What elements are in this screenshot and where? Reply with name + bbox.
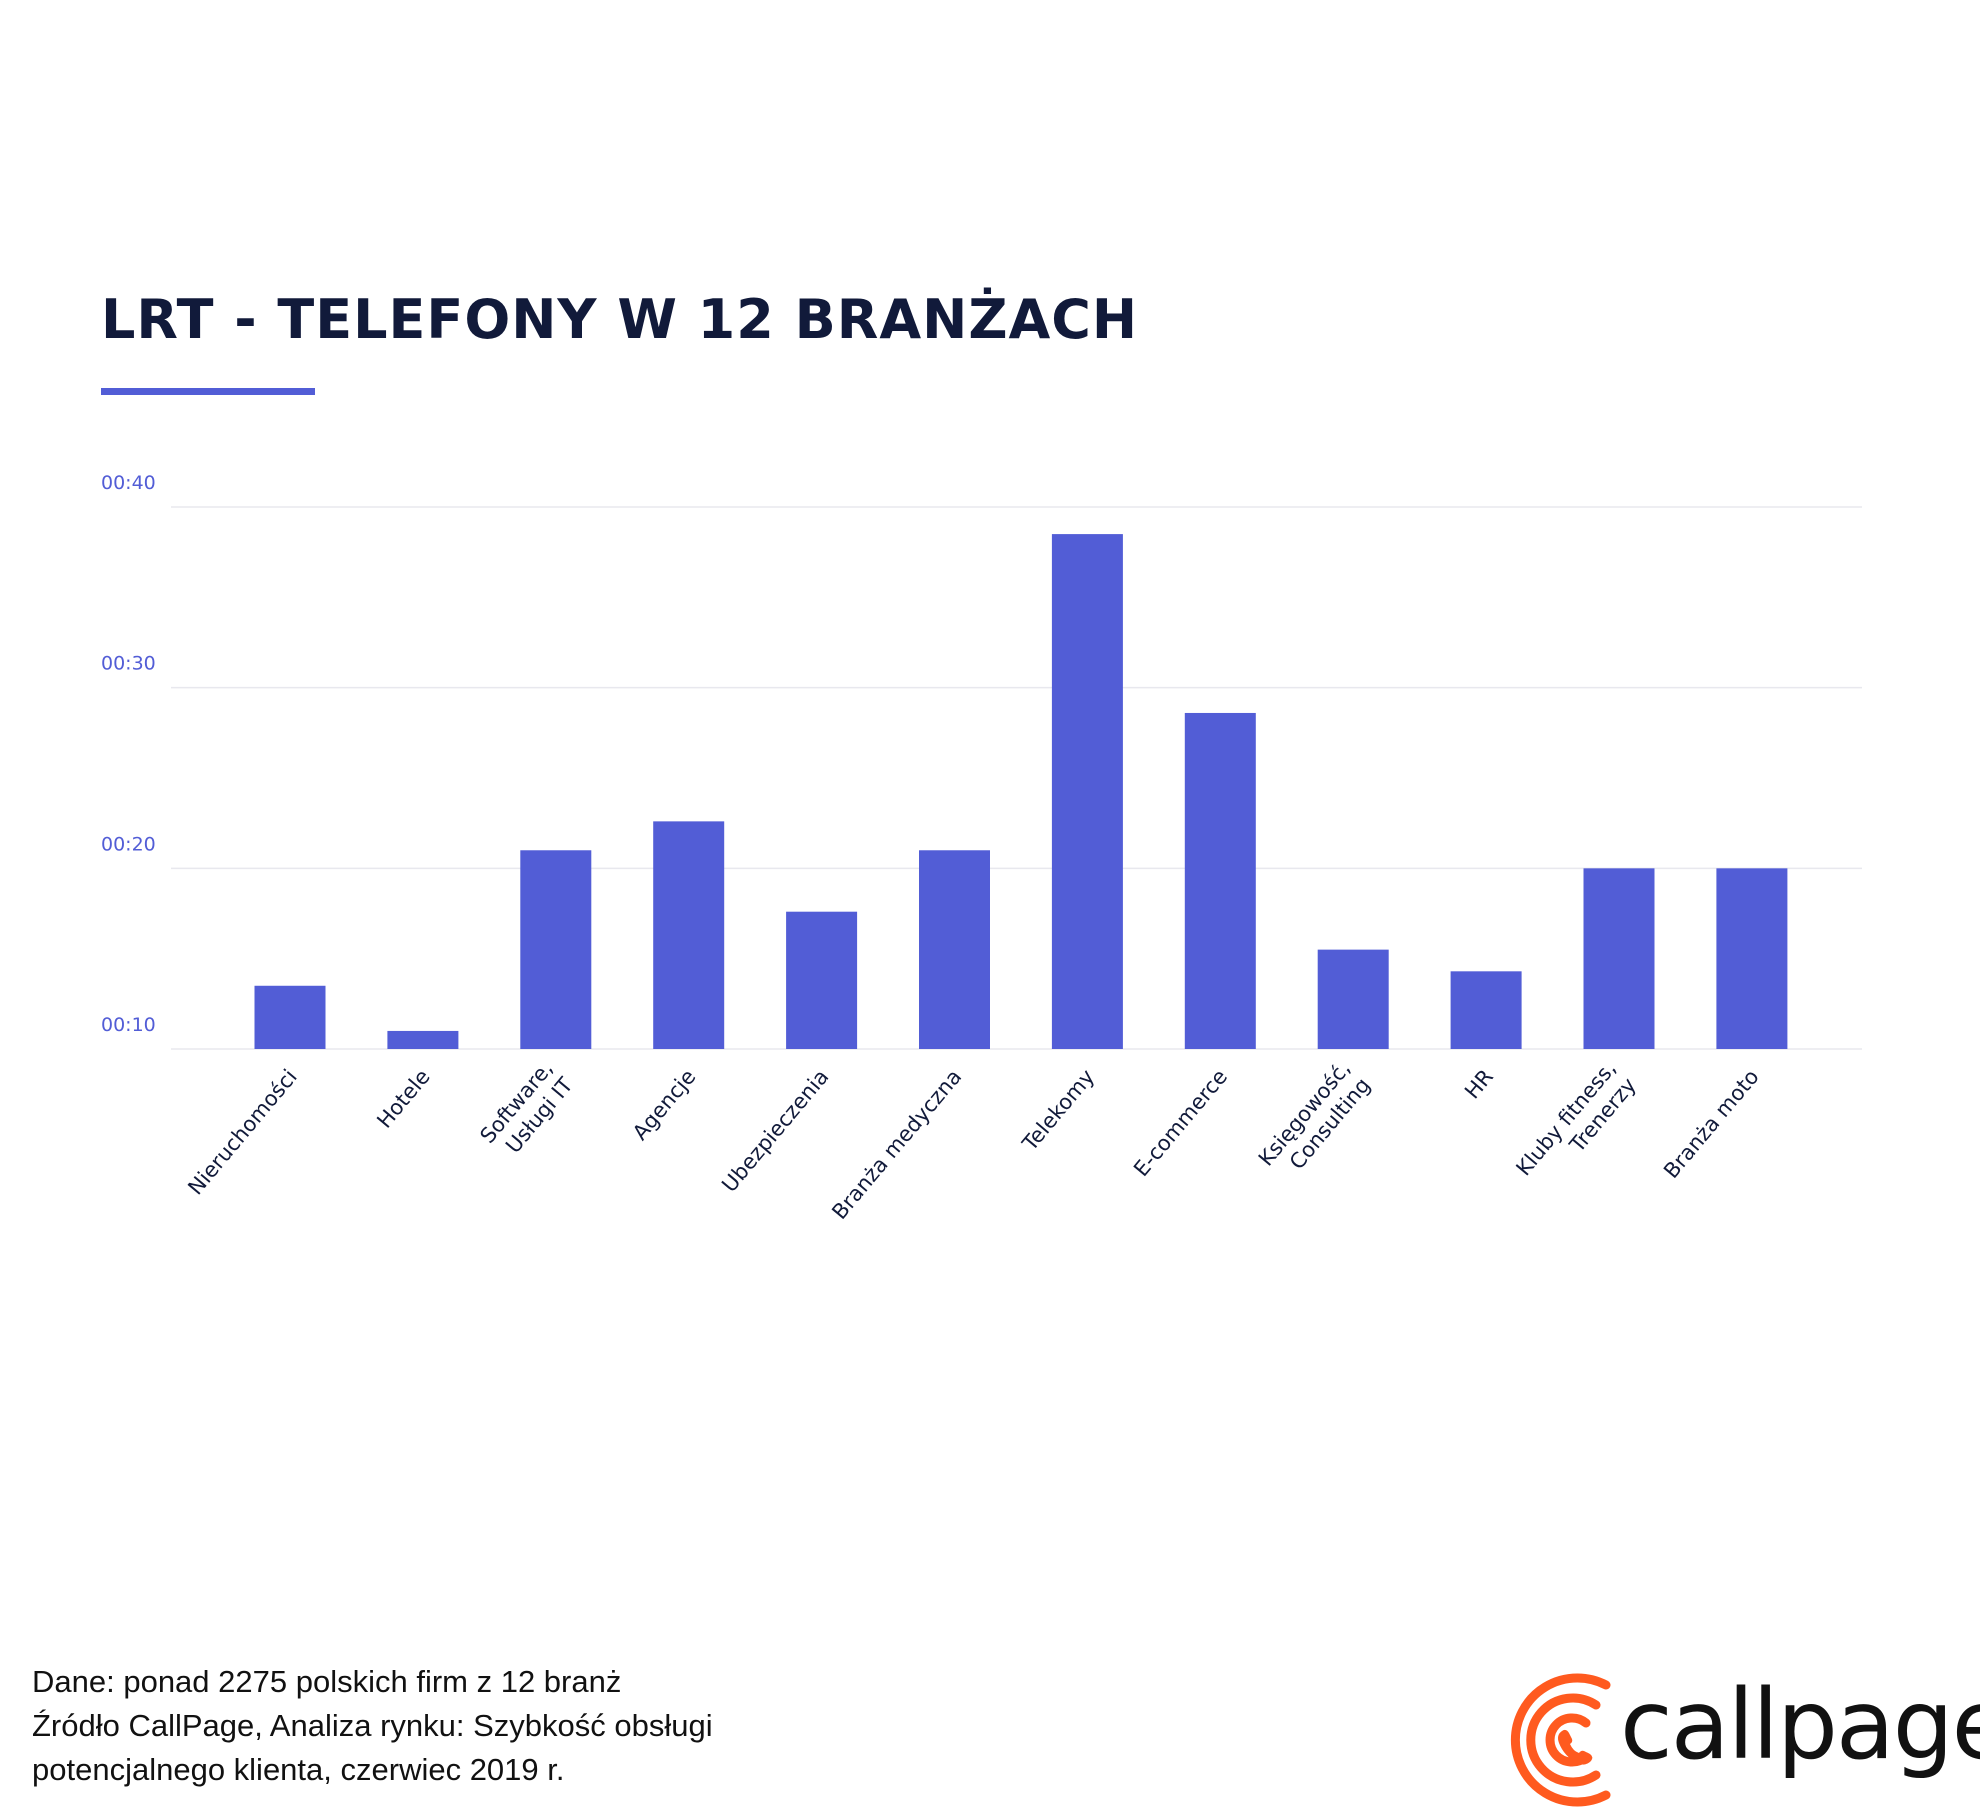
bar	[786, 911, 858, 1049]
y-tick-label: 00:20	[101, 833, 156, 855]
bar	[1450, 971, 1522, 1049]
bar	[520, 850, 592, 1049]
x-tick-label: Hotele	[372, 1065, 434, 1133]
bar	[919, 850, 990, 1049]
x-tick-label: Ubezpieczenia	[717, 1065, 833, 1197]
bar	[254, 985, 326, 1049]
source-line-1: Dane: ponad 2275 polskich firm z 12 bran…	[32, 1664, 622, 1699]
callpage-wordmark: callpage	[1620, 1669, 1980, 1781]
title-underline	[101, 388, 315, 395]
bar	[387, 1030, 459, 1049]
x-tick-label: Telekomy	[1017, 1065, 1099, 1156]
x-tick-label: HR	[1460, 1065, 1498, 1104]
x-tick-label: Kluby fitness,Trenerzy	[1511, 1056, 1640, 1197]
bar	[1317, 949, 1389, 1049]
y-tick-label: 00:10	[101, 1014, 156, 1036]
source-note: Dane: ponad 2275 polskich firm z 12 bran…	[32, 1660, 713, 1792]
source-line-2: Źródło CallPage, Analiza rynku: Szybkość…	[32, 1708, 713, 1743]
chart-title: LRT - TELEFONY W 12 BRANŻACH	[101, 288, 1139, 351]
bar	[1716, 868, 1788, 1049]
bar	[1184, 712, 1256, 1049]
callpage-logo: callpage	[1508, 1665, 1980, 1815]
bar	[1583, 868, 1655, 1049]
source-line-3: potencjalnego klienta, czerwiec 2019 r.	[32, 1752, 565, 1787]
bar-chart: 00:10 00:20 00:30 00:40 Nieruchomości Hotele S…	[101, 472, 1862, 1224]
x-tick-label: Księgowość,Consulting	[1254, 1056, 1375, 1187]
y-tick-label: 00:40	[101, 472, 156, 494]
x-tick-label: Nieruchomości	[183, 1065, 301, 1200]
y-tick-label: 00:30	[101, 653, 156, 675]
x-tick-label: Agencje	[628, 1065, 701, 1145]
x-tick-label: Software,Usługi IT	[475, 1056, 577, 1164]
bar	[1051, 534, 1123, 1049]
bar	[653, 821, 725, 1049]
x-tick-label: Branża moto	[1659, 1065, 1764, 1183]
x-tick-label: E-commerce	[1129, 1065, 1232, 1181]
x-tick-label: Branża medyczna	[827, 1065, 966, 1224]
callpage-logo-icon	[1510, 1673, 1611, 1807]
